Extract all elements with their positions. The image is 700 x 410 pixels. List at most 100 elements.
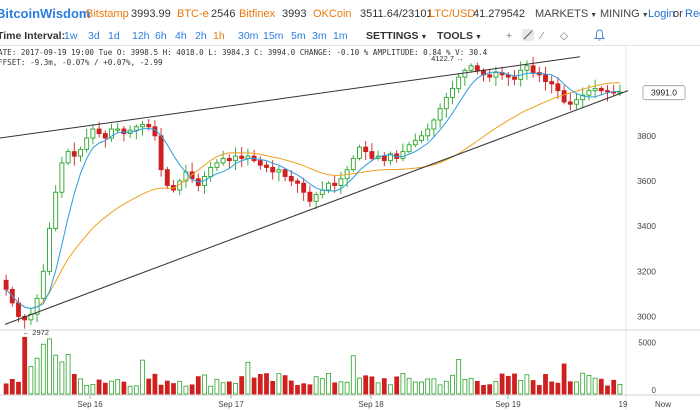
candle-body: [586, 90, 592, 96]
volume-bar: [549, 381, 555, 395]
register-link[interactable]: Reg: [685, 8, 700, 20]
chevron-down-icon: ▼: [641, 12, 649, 19]
volume-bar: [605, 385, 610, 395]
volume-bar: [487, 384, 493, 395]
exchange-btce[interactable]: BTC-e: [177, 8, 209, 20]
candle-body: [257, 160, 263, 166]
line-icon[interactable]: [522, 29, 534, 44]
settings-menu[interactable]: SETTINGS ▼: [366, 30, 427, 44]
volume-bar: [3, 383, 9, 395]
volume-bar: [574, 381, 579, 395]
candle-body: [307, 191, 313, 202]
volume-bar: [9, 378, 15, 395]
lower-trendline: [4, 90, 629, 325]
exchange-okcoin[interactable]: OKCoin: [313, 8, 352, 20]
interval-1m[interactable]: 1m: [333, 30, 348, 42]
ma-slow-line: [5, 82, 620, 310]
interval-3m[interactable]: 3m: [312, 30, 327, 42]
volume-bar: [226, 381, 232, 395]
interval-12h[interactable]: 12h: [132, 30, 150, 42]
offset-line: FFSET: -9.3m, -0.07% / +0.07%, -2.99: [0, 58, 163, 67]
ruler-icon[interactable]: ⁄: [541, 30, 543, 42]
interval-1w[interactable]: 1w: [64, 30, 78, 42]
candle-body: [555, 83, 561, 92]
candle-body: [264, 164, 269, 168]
chevron-down-icon: ▼: [420, 34, 428, 41]
interval-6h[interactable]: 6h: [155, 30, 167, 42]
candle-body: [109, 128, 114, 139]
interval-30m[interactable]: 30m: [238, 30, 259, 42]
volume-bar: [388, 384, 393, 395]
low-annotation: ← 2972: [23, 328, 49, 337]
candle-body: [388, 153, 393, 162]
volume-bar: [214, 378, 220, 395]
or-text: or: [673, 8, 683, 20]
volume-bar: [53, 354, 59, 395]
candle-body: [605, 90, 610, 93]
volume-bar: [127, 385, 133, 395]
candle-body: [468, 65, 474, 71]
volume-bar: [598, 378, 604, 395]
volume-bar: [109, 380, 114, 395]
high-annotation: 4122.7 →: [431, 54, 464, 63]
candle-body: [208, 166, 214, 177]
candle-body: [493, 72, 499, 78]
candle-body: [301, 182, 307, 193]
candle-body: [233, 155, 238, 162]
interval-4h[interactable]: 4h: [175, 30, 187, 42]
candle-body: [456, 76, 462, 89]
top-bar: BitcoinWisdom Bitstamp 3993.99 BTC-e 254…: [0, 0, 700, 28]
bell-icon[interactable]: [593, 29, 606, 44]
exchange-ltcusd[interactable]: LTC/USD: [429, 8, 476, 20]
price-btce: 2546: [211, 8, 236, 20]
volume-bar: [251, 377, 257, 395]
price-tick-label: 3800: [637, 131, 656, 141]
volume-bar: [518, 380, 524, 395]
volume-bar: [84, 385, 90, 395]
volume-bar: [90, 383, 96, 395]
logo[interactable]: BitcoinWisdom: [0, 6, 91, 21]
volume-bar: [152, 373, 158, 395]
exchange-bitstamp[interactable]: Bitstamp: [86, 8, 129, 20]
interval-1h[interactable]: 1h: [213, 30, 225, 42]
exchange-bitfinex[interactable]: Bitfinex: [239, 8, 276, 20]
candle-body: [133, 126, 139, 131]
volume-bar: [350, 355, 356, 395]
x-tick-label: Sep 19: [495, 400, 521, 409]
interval-5m[interactable]: 5m: [291, 30, 306, 42]
candle-body: [580, 94, 586, 101]
interval-2h[interactable]: 2h: [195, 30, 207, 42]
eraser-icon[interactable]: ◇: [560, 30, 569, 42]
candle-body: [462, 69, 468, 78]
login-link[interactable]: Login: [648, 8, 675, 20]
chevron-down-icon: ▼: [474, 34, 482, 41]
candle-body: [3, 279, 9, 290]
price-tick-label: 3200: [637, 266, 656, 276]
candle-body: [164, 169, 170, 186]
candle-body: [419, 135, 424, 141]
markets-menu[interactable]: MARKETS ▼: [535, 7, 597, 23]
candle-body: [450, 87, 455, 98]
interval-1d[interactable]: 1d: [108, 30, 120, 42]
candle-body: [16, 302, 21, 317]
tools-menu[interactable]: TOOLS ▼: [437, 30, 482, 44]
candle-body: [574, 99, 579, 105]
volume-bar: [394, 376, 400, 395]
price-tick-label: 3000: [637, 311, 656, 321]
volume-bar: [363, 375, 369, 395]
volume-bar: [530, 380, 536, 395]
candle-body: [406, 144, 412, 153]
volume-bar: [493, 381, 499, 395]
volume-bar: [375, 382, 381, 395]
x-corner-label: 19: [619, 400, 628, 409]
plus-icon[interactable]: +: [506, 30, 513, 42]
volume-bar: [146, 378, 152, 395]
candle-body: [567, 101, 573, 105]
volume-bar: [22, 336, 28, 395]
interval-15m[interactable]: 15m: [263, 30, 284, 42]
interval-3d[interactable]: 3d: [88, 30, 100, 42]
volume-bar: [505, 375, 511, 395]
mining-menu[interactable]: MINING ▼: [600, 7, 649, 23]
volume-bar: [431, 378, 437, 395]
